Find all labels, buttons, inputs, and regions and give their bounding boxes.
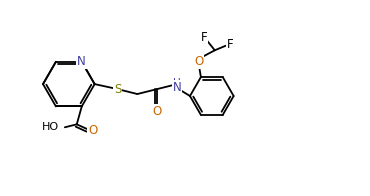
Text: O: O <box>152 105 162 118</box>
Text: HO: HO <box>42 122 60 132</box>
Text: S: S <box>114 83 121 96</box>
Text: N: N <box>173 81 181 94</box>
Text: O: O <box>194 55 204 68</box>
Text: F: F <box>201 31 207 44</box>
Text: H: H <box>173 78 181 88</box>
Text: F: F <box>227 38 234 51</box>
Text: O: O <box>88 124 97 137</box>
Text: N: N <box>77 55 86 68</box>
